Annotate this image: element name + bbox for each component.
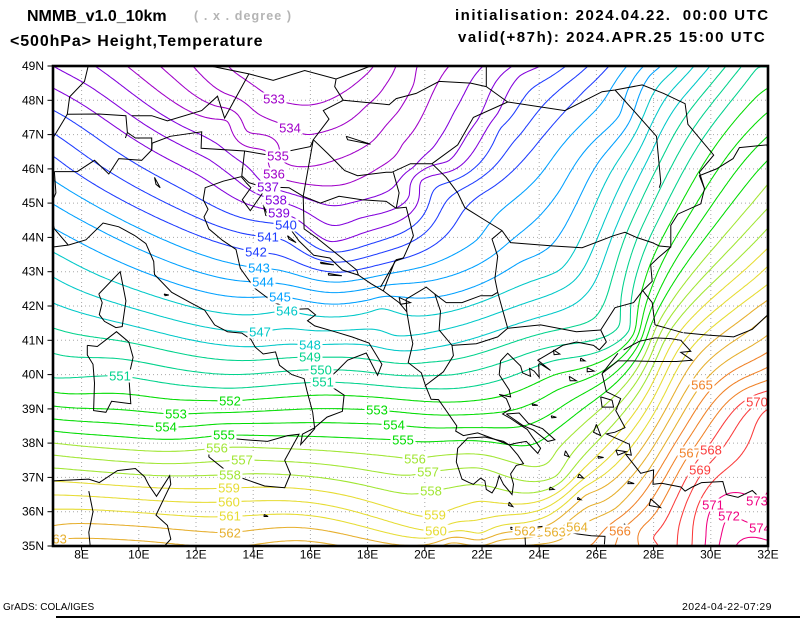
svg-text:GrADS: COLA/IGES: GrADS: COLA/IGES: [3, 602, 94, 613]
svg-text:567: 567: [679, 446, 701, 461]
svg-text:560: 560: [218, 495, 240, 510]
svg-text:560: 560: [425, 524, 447, 539]
svg-text:551: 551: [109, 369, 131, 384]
svg-text:546: 546: [276, 304, 298, 319]
svg-text:548: 548: [299, 338, 321, 353]
svg-text:568: 568: [700, 443, 722, 458]
svg-text:551: 551: [312, 375, 334, 390]
svg-text:49N: 49N: [22, 59, 44, 73]
svg-text:35N: 35N: [22, 539, 44, 553]
svg-text:558: 558: [420, 484, 442, 499]
svg-text:555: 555: [213, 428, 235, 443]
svg-text:<500hPa> Height,Temperature: <500hPa> Height,Temperature: [10, 33, 263, 50]
svg-text:556: 556: [404, 452, 426, 467]
svg-text:initialisation: 2024.04.22. 0: initialisation: 2024.04.22. 00:00 UTC: [455, 7, 770, 24]
svg-text:32E: 32E: [757, 548, 778, 562]
svg-text:550: 550: [310, 363, 332, 378]
svg-text:( . x . degree ): ( . x . degree ): [194, 9, 292, 23]
svg-text:541: 541: [257, 230, 279, 245]
svg-text:563: 563: [45, 532, 67, 547]
svg-text:8E: 8E: [74, 548, 89, 562]
svg-text:24E: 24E: [529, 548, 550, 562]
svg-text:557: 557: [231, 453, 253, 468]
svg-text:535: 535: [267, 149, 289, 164]
svg-text:NMMB_v1.0_10km: NMMB_v1.0_10km: [27, 8, 167, 25]
svg-text:559: 559: [424, 508, 446, 523]
svg-text:562: 562: [219, 526, 241, 541]
svg-text:536: 536: [263, 167, 285, 182]
svg-text:valid(+87h): 2024.APR.25 15:00: valid(+87h): 2024.APR.25 15:00 UTC: [458, 29, 766, 46]
svg-text:558: 558: [219, 468, 241, 483]
svg-text:47N: 47N: [22, 128, 44, 142]
svg-text:39N: 39N: [22, 402, 44, 416]
svg-text:565: 565: [691, 378, 713, 393]
svg-text:538: 538: [265, 193, 287, 208]
svg-text:28E: 28E: [643, 548, 664, 562]
svg-text:44N: 44N: [22, 230, 44, 244]
svg-text:542: 542: [245, 245, 267, 260]
svg-text:552: 552: [219, 394, 241, 409]
svg-text:569: 569: [689, 463, 711, 478]
svg-text:561: 561: [219, 509, 241, 524]
svg-text:12E: 12E: [185, 548, 206, 562]
svg-text:10E: 10E: [128, 548, 149, 562]
svg-text:43N: 43N: [22, 265, 44, 279]
svg-text:564: 564: [566, 520, 588, 535]
svg-text:14E: 14E: [243, 548, 264, 562]
svg-text:48N: 48N: [22, 93, 44, 107]
svg-text:562: 562: [514, 524, 536, 539]
svg-text:537: 537: [257, 180, 279, 195]
svg-text:22E: 22E: [471, 548, 492, 562]
svg-text:547: 547: [249, 325, 271, 340]
svg-text:539: 539: [268, 206, 290, 221]
svg-text:572: 572: [718, 509, 740, 524]
svg-text:557: 557: [417, 465, 439, 480]
svg-text:38N: 38N: [22, 436, 44, 450]
svg-text:540: 540: [275, 218, 297, 233]
svg-text:46N: 46N: [22, 162, 44, 176]
svg-text:45N: 45N: [22, 196, 44, 210]
svg-text:553: 553: [165, 407, 187, 422]
svg-text:42N: 42N: [22, 299, 44, 313]
svg-text:545: 545: [269, 290, 291, 305]
svg-text:553: 553: [366, 403, 388, 418]
svg-text:37N: 37N: [22, 470, 44, 484]
svg-text:40N: 40N: [22, 368, 44, 382]
svg-text:554: 554: [383, 418, 405, 433]
svg-text:18E: 18E: [357, 548, 378, 562]
svg-text:573: 573: [746, 494, 768, 509]
svg-text:549: 549: [299, 350, 321, 365]
svg-text:559: 559: [218, 481, 240, 496]
svg-text:534: 534: [279, 121, 301, 136]
svg-text:544: 544: [252, 275, 274, 290]
svg-text:533: 533: [263, 92, 285, 107]
svg-text:563: 563: [544, 525, 566, 540]
svg-text:20E: 20E: [414, 548, 435, 562]
svg-text:41N: 41N: [22, 333, 44, 347]
svg-text:574: 574: [749, 521, 771, 536]
svg-text:571: 571: [702, 498, 724, 513]
svg-text:556: 556: [206, 441, 228, 456]
svg-text:30E: 30E: [700, 548, 721, 562]
svg-text:566: 566: [609, 524, 631, 539]
svg-text:555: 555: [392, 433, 414, 448]
svg-text:554: 554: [155, 420, 177, 435]
svg-text:26E: 26E: [586, 548, 607, 562]
svg-text:36N: 36N: [22, 505, 44, 519]
svg-text:570: 570: [746, 395, 768, 410]
svg-text:543: 543: [248, 261, 270, 276]
svg-text:16E: 16E: [300, 548, 321, 562]
svg-text:2024-04-22-07:29: 2024-04-22-07:29: [682, 601, 772, 613]
